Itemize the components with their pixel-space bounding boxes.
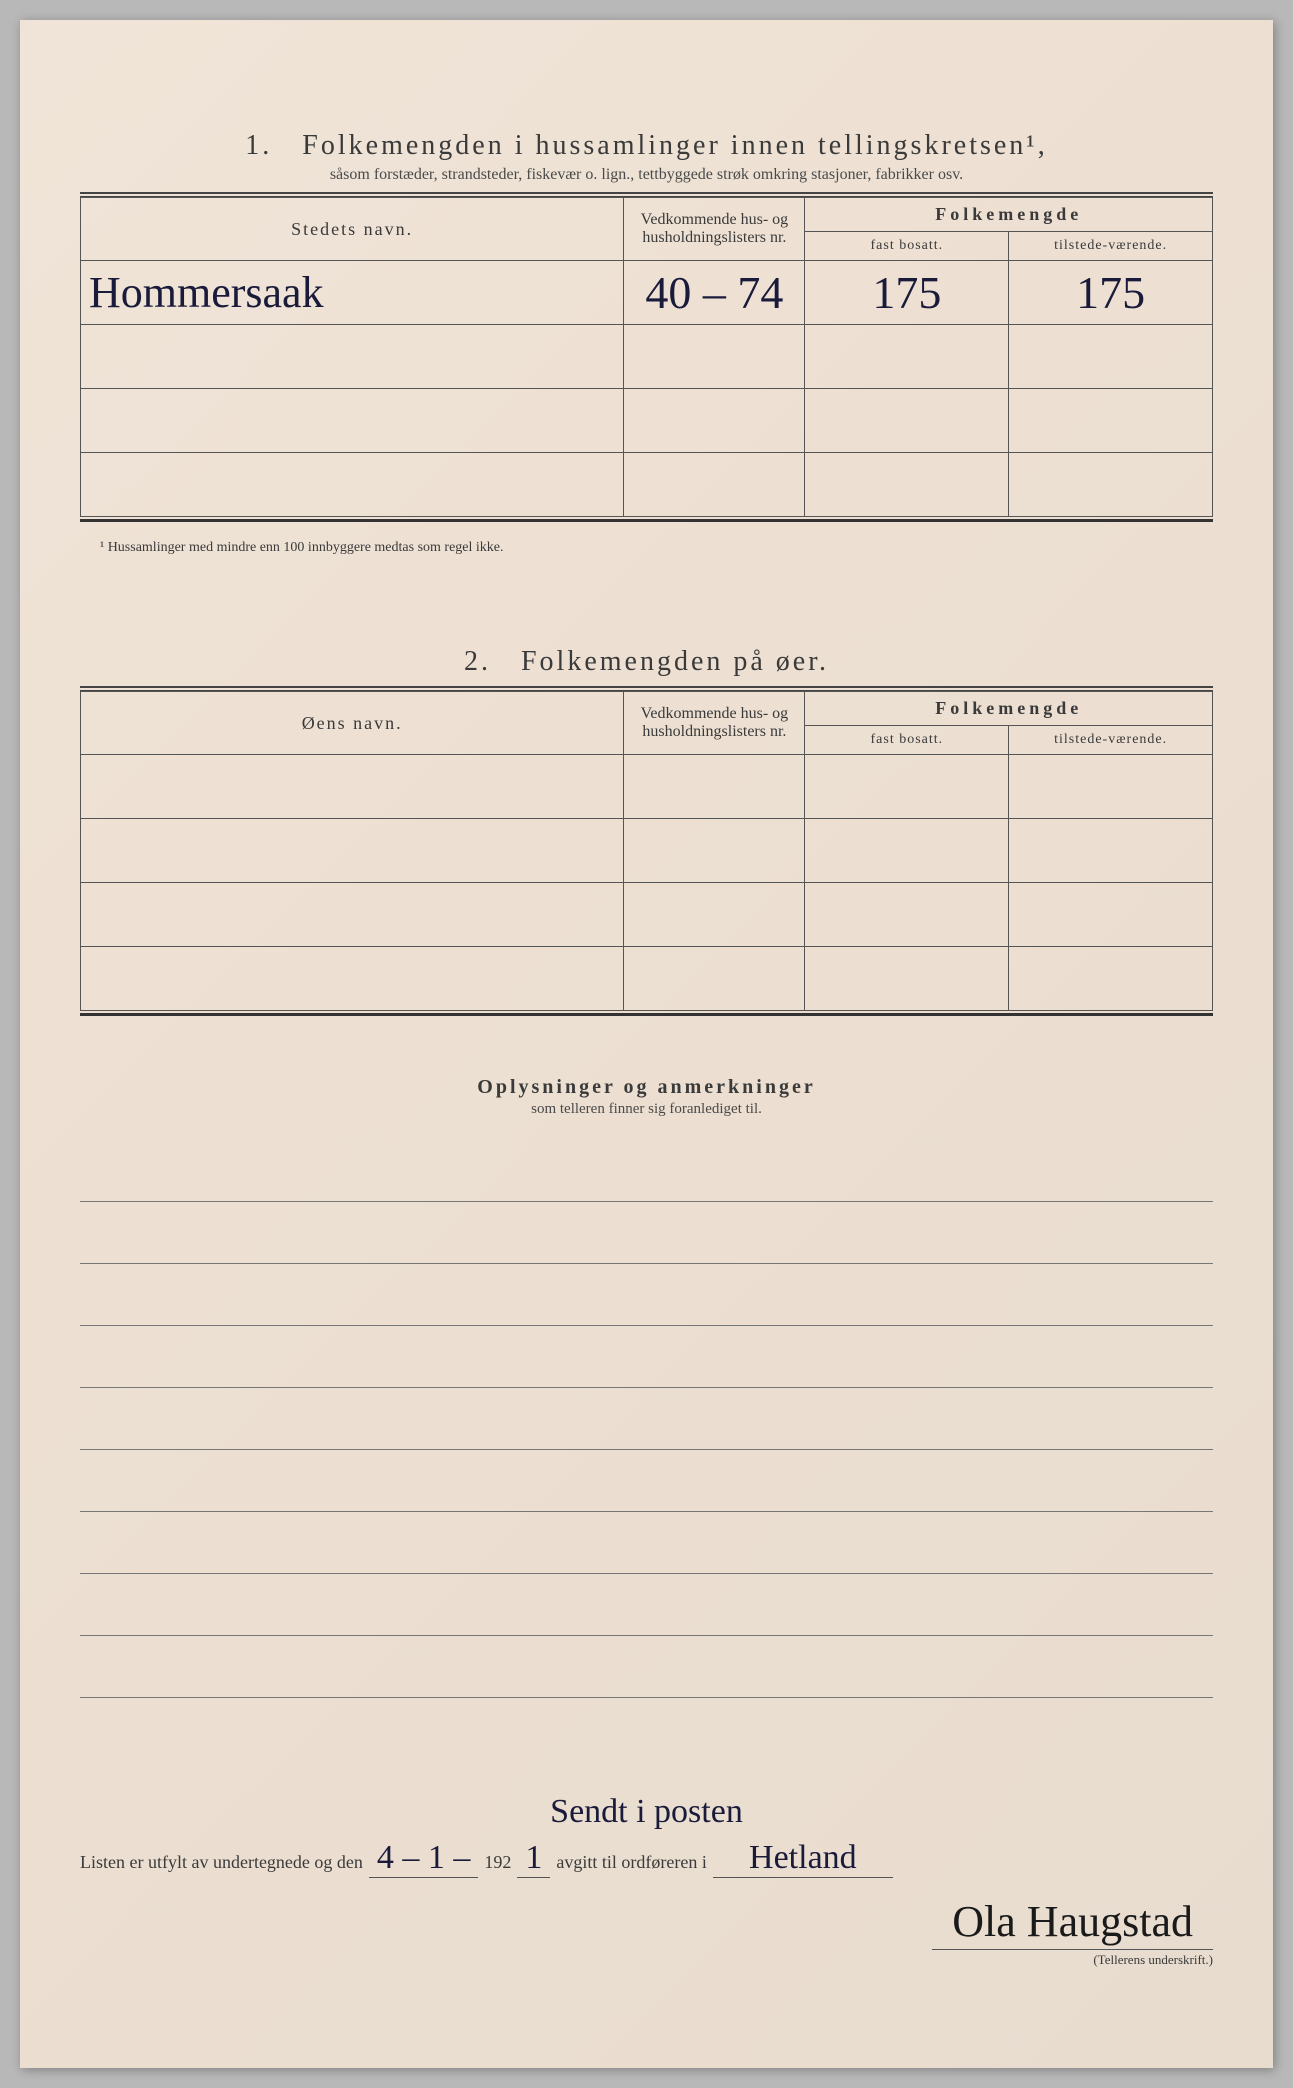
cell-tilstede	[1009, 325, 1213, 389]
signoff-text1: Listen er utfylt av undertegnede og den	[80, 1852, 363, 1873]
cell-nr	[624, 389, 805, 453]
table-row	[81, 819, 1213, 883]
rule	[80, 1013, 1213, 1016]
section1-number: 1.	[245, 130, 272, 161]
signature-block: Ola Haugstad (Tellerens underskrift.)	[80, 1896, 1213, 1968]
section1-heading: 1. Folkemengden i hussamlinger innen tel…	[80, 130, 1213, 184]
ruled-line	[80, 1202, 1213, 1264]
signoff-place: Hetland	[713, 1839, 893, 1878]
col-header-tilstede: tilstede-værende.	[1009, 232, 1213, 261]
col-header-tilstede: tilstede-værende.	[1009, 726, 1213, 755]
signature: Ola Haugstad	[932, 1896, 1213, 1950]
cell-fast	[805, 453, 1009, 517]
ruled-line	[80, 1636, 1213, 1698]
signoff-area: Sendt i posten Listen er utfylt av under…	[80, 1793, 1213, 1968]
cell-fast: 175	[813, 270, 1000, 316]
signoff-line: Listen er utfylt av undertegnede og den …	[80, 1839, 1213, 1878]
ruled-line	[80, 1264, 1213, 1326]
table-row	[81, 883, 1213, 947]
cell-name: Hommersaak	[89, 268, 324, 317]
signature-label: (Tellerens underskrift.)	[80, 1952, 1213, 1968]
col-header-name: Stedets navn.	[81, 198, 624, 261]
signoff-year-suffix: 1	[517, 1839, 550, 1878]
section1-table: Stedets navn. Vedkommende hus- og hushol…	[80, 197, 1213, 517]
col-header-folkemengde: Folkemengde	[805, 198, 1213, 232]
section1-title: Folkemengden i hussamlinger innen tellin…	[302, 130, 1047, 161]
col-header-folkemengde: Folkemengde	[805, 692, 1213, 726]
ruled-line	[80, 1450, 1213, 1512]
cell-name	[81, 325, 624, 389]
handwritten-note: Sendt i posten	[80, 1793, 1213, 1831]
section2: 2. Folkemengden på øer. Øens navn. Vedko…	[80, 646, 1213, 1016]
table-row	[81, 325, 1213, 389]
ruled-line	[80, 1326, 1213, 1388]
col-header-fast: fast bosatt.	[805, 726, 1009, 755]
cell-tilstede	[1009, 453, 1213, 517]
ruled-line	[80, 1574, 1213, 1636]
col-header-listnr: Vedkommende hus- og husholdningslisters …	[624, 198, 805, 261]
cell-nr	[624, 325, 805, 389]
ruled-lines	[80, 1140, 1213, 1698]
cell-fast	[805, 325, 1009, 389]
ruled-line	[80, 1388, 1213, 1450]
cell-nr	[624, 453, 805, 517]
cell-nr: 40 – 74	[632, 270, 796, 316]
col-header-name: Øens navn.	[81, 692, 624, 755]
section3: Oplysninger og anmerkninger som telleren…	[80, 1076, 1213, 1698]
ruled-line	[80, 1512, 1213, 1574]
signoff-date: 4 – 1 –	[369, 1839, 479, 1878]
section2-table: Øens navn. Vedkommende hus- og husholdni…	[80, 691, 1213, 1011]
section2-number: 2.	[464, 646, 491, 677]
census-form-page: 1. Folkemengden i hussamlinger innen tel…	[20, 20, 1273, 2068]
signoff-text2: avgitt til ordføreren i	[556, 1852, 706, 1873]
section1-subtitle: såsom forstæder, strandsteder, fiskevær …	[80, 166, 1213, 184]
table-row	[81, 389, 1213, 453]
col-header-fast: fast bosatt.	[805, 232, 1009, 261]
section1-footnote: ¹ Hussamlinger med mindre enn 100 innbyg…	[100, 540, 1213, 556]
section2-title: Folkemengden på øer.	[521, 646, 829, 677]
table-row	[81, 947, 1213, 1011]
cell-tilstede	[1009, 389, 1213, 453]
table-row	[81, 453, 1213, 517]
ruled-line	[80, 1140, 1213, 1202]
cell-tilstede: 175	[1017, 270, 1204, 316]
cell-fast	[805, 389, 1009, 453]
section2-heading: 2. Folkemengden på øer.	[80, 646, 1213, 678]
col-header-listnr: Vedkommende hus- og husholdningslisters …	[624, 692, 805, 755]
table-row	[81, 755, 1213, 819]
table-row: Hommersaak 40 – 74 175 175	[81, 261, 1213, 325]
signoff-year-prefix: 192	[484, 1852, 511, 1873]
section3-title: Oplysninger og anmerkninger	[80, 1076, 1213, 1099]
cell-name	[81, 453, 624, 517]
cell-name	[81, 389, 624, 453]
rule	[80, 519, 1213, 522]
section3-subtitle: som telleren finner sig foranlediget til…	[80, 1101, 1213, 1118]
